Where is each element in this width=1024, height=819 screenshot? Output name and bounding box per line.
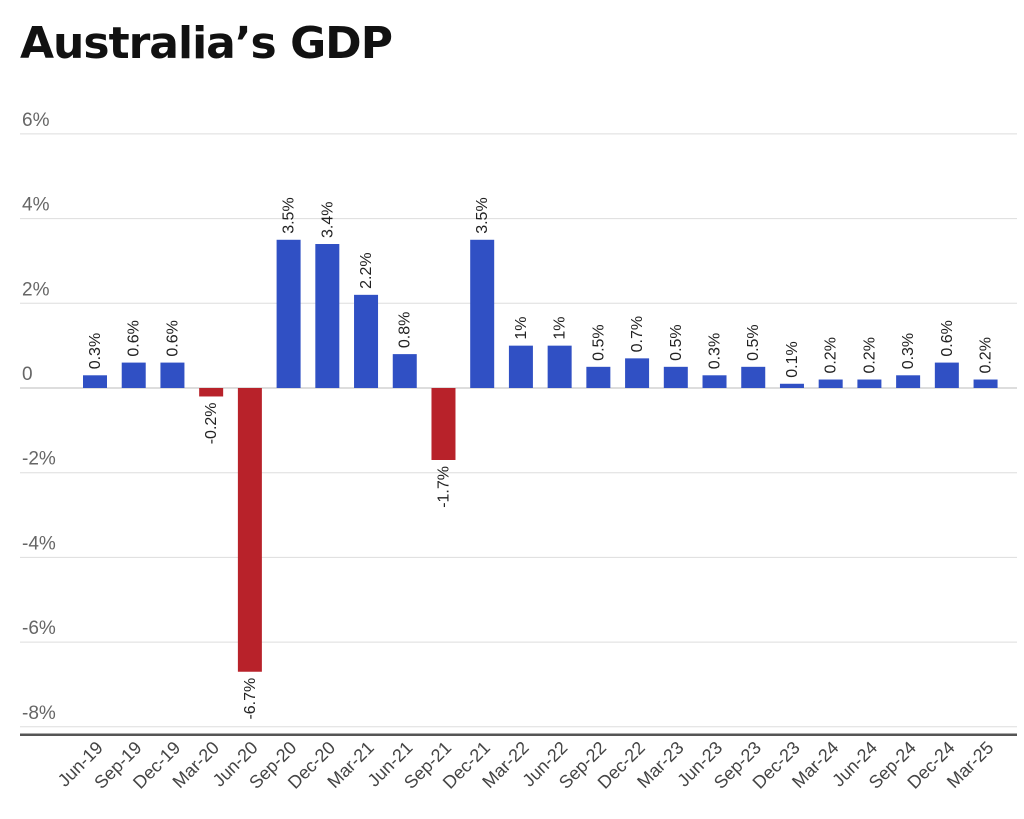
- bar-mar-21: [354, 294, 379, 388]
- data-label: 0.3%: [900, 333, 917, 369]
- bar-mar-22: [508, 345, 533, 388]
- data-label: -6.7%: [242, 678, 259, 720]
- data-label: 0.6%: [939, 320, 956, 356]
- data-label: 0.8%: [397, 312, 414, 348]
- y-tick-label: -4%: [22, 533, 56, 554]
- bar-sep-20: [276, 239, 301, 388]
- data-label: 0.6%: [164, 320, 181, 356]
- data-label: 3.5%: [281, 197, 298, 233]
- data-label: 3.4%: [319, 202, 336, 238]
- bar-dec-19: [160, 362, 185, 388]
- bar-mar-24: [818, 379, 843, 388]
- y-tick-label: 6%: [22, 110, 50, 131]
- bar-jun-20: [237, 388, 262, 672]
- x-axis-ticks: Jun-19Sep-19Dec-19Mar-20Jun-20Sep-20Dec-…: [54, 737, 998, 792]
- data-label: 1%: [513, 317, 530, 340]
- y-tick-label: 4%: [22, 195, 50, 216]
- data-labels: 0.3% 0.6% 0.6% -0.2% -6.7% 3.5% 3.4% 2.2% 0.8% -1…: [87, 197, 995, 719]
- bar-dec-20: [315, 244, 340, 388]
- data-label: -1.7%: [435, 466, 452, 508]
- y-tick-label: 0: [22, 364, 33, 385]
- bar-sep-22: [586, 366, 611, 388]
- y-tick-label: 2%: [22, 279, 50, 300]
- y-tick-label: -8%: [22, 703, 56, 724]
- bar-sep-23: [741, 366, 766, 388]
- data-label: 0.2%: [978, 337, 995, 373]
- chart-title: Australia’s GDP: [20, 18, 393, 69]
- data-label: 0.3%: [707, 333, 724, 369]
- bar-jun-23: [702, 375, 727, 388]
- bar-sep-24: [896, 375, 921, 388]
- bar-jun-19: [83, 375, 107, 388]
- bar-jun-21: [392, 354, 417, 388]
- data-label: 0.5%: [745, 324, 762, 360]
- data-label: 2.2%: [358, 252, 375, 288]
- data-label: 0.5%: [668, 324, 685, 360]
- gridlines: [20, 133, 1017, 737]
- data-label: 3.5%: [474, 197, 491, 233]
- bars: [83, 239, 998, 672]
- data-label: -0.2%: [203, 402, 220, 444]
- bar-mar-20: [199, 388, 224, 397]
- bar-jun-22: [547, 345, 572, 388]
- data-label: 0.6%: [126, 320, 143, 356]
- bar-jun-24: [857, 379, 882, 388]
- data-label: 0.7%: [629, 316, 646, 352]
- bar-dec-23: [779, 383, 804, 388]
- bar-mar-25: [973, 379, 998, 388]
- bar-mar-23: [663, 366, 688, 388]
- data-label: 1%: [552, 317, 569, 340]
- y-axis-ticks: 6% 4% 2% 0 -2% -4% -6% -8%: [22, 110, 56, 724]
- data-label: 0.3%: [87, 333, 104, 369]
- y-tick-label: -2%: [22, 449, 56, 470]
- bar-sep-21: [431, 388, 456, 460]
- bar-dec-24: [934, 362, 959, 388]
- data-label: 0.2%: [861, 337, 878, 373]
- data-label: 0.2%: [823, 337, 840, 373]
- bar-sep-19: [121, 362, 146, 388]
- bar-dec-22: [625, 358, 650, 388]
- data-label: 0.1%: [784, 341, 801, 377]
- y-tick-label: -6%: [22, 618, 56, 639]
- data-label: 0.5%: [590, 324, 607, 360]
- bar-dec-21: [470, 239, 495, 388]
